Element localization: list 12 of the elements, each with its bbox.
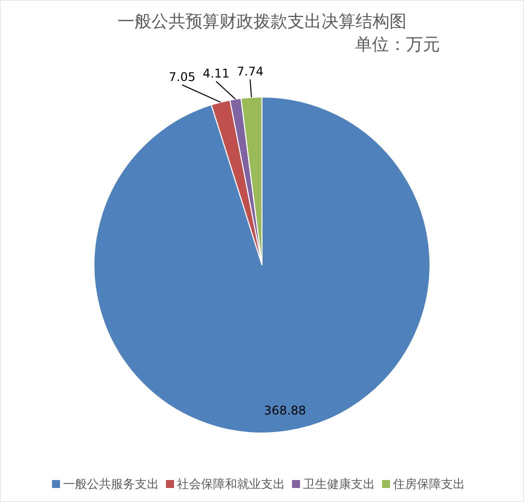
- legend-label: 一般公共服务支出: [63, 477, 159, 491]
- legend-label: 卫生健康支出: [303, 477, 375, 491]
- pie-slice: [94, 96, 430, 434]
- pie-slice: [210, 100, 262, 266]
- chart-subtitle: 单位：万元: [355, 35, 440, 55]
- chart-title: 一般公共预算财政拨款支出决算结构图: [118, 12, 406, 32]
- data-label: 4.11: [202, 66, 230, 80]
- data-label: 368.88: [264, 403, 306, 418]
- legend-label: 住房保障支出: [392, 477, 465, 491]
- data-label: 7.74: [236, 64, 264, 78]
- data-label: 7.05: [168, 70, 196, 84]
- legend-label: 社会保障和就业支出: [177, 477, 285, 491]
